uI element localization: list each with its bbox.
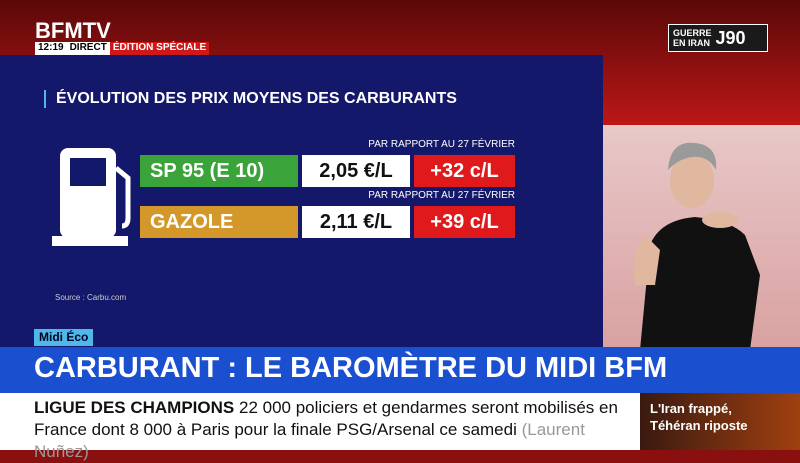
ticker-bar bbox=[0, 393, 640, 450]
headline: CARBURANT : LE BAROMÈTRE DU MIDI BFM bbox=[34, 352, 668, 384]
live-bar: 12:19 DIRECT ÉDITION SPÉCIALE bbox=[35, 42, 210, 55]
badge-line: EN IRAN bbox=[673, 38, 711, 48]
badge-text: GUERRE EN IRAN bbox=[669, 28, 716, 48]
brand: BFMTV bbox=[35, 18, 111, 43]
ticker-text: 22 000 policiers et gendarmes seront mob… bbox=[34, 398, 618, 439]
signer bbox=[633, 142, 760, 350]
promo-line: L'Iran frappé, bbox=[650, 401, 732, 416]
promo-text: L'Iran frappé, Téhéran riposte bbox=[650, 400, 748, 434]
pump-icon bbox=[52, 148, 131, 246]
tag: Midi Éco bbox=[34, 329, 94, 346]
live: DIRECT bbox=[66, 42, 110, 55]
badge: GUERRE EN IRAN J90 bbox=[668, 24, 768, 52]
time: 12:19 bbox=[35, 42, 67, 55]
fuel-name: SP 95 (E 10) bbox=[140, 155, 298, 187]
ticker-topic: LIGUE DES CHAMPIONS bbox=[34, 398, 235, 417]
promo bbox=[640, 393, 800, 450]
badge-line: GUERRE bbox=[673, 28, 712, 38]
comparison-note: PAR RAPPORT AU 27 FÉVRIER bbox=[368, 190, 515, 201]
fuel-name: GAZOLE bbox=[140, 206, 298, 238]
source: Source : Carbu.com bbox=[55, 293, 127, 302]
price: 2,11 €/L bbox=[302, 206, 410, 238]
promo-line: Téhéran riposte bbox=[650, 418, 748, 433]
edition: ÉDITION SPÉCIALE bbox=[109, 42, 210, 55]
headline-bar bbox=[0, 347, 800, 393]
change: +39 c/L bbox=[414, 206, 515, 238]
price: 2,05 €/L bbox=[302, 155, 410, 187]
comparison-note: PAR RAPPORT AU 27 FÉVRIER bbox=[368, 139, 515, 150]
badge-day: J90 bbox=[715, 27, 746, 48]
panel-title: ÉVOLUTION DES PRIX MOYENS DES CARBURANTS bbox=[44, 90, 457, 108]
ticker: LIGUE DES CHAMPIONS 22 000 policiers et … bbox=[34, 397, 634, 463]
change: +32 c/L bbox=[414, 155, 515, 187]
